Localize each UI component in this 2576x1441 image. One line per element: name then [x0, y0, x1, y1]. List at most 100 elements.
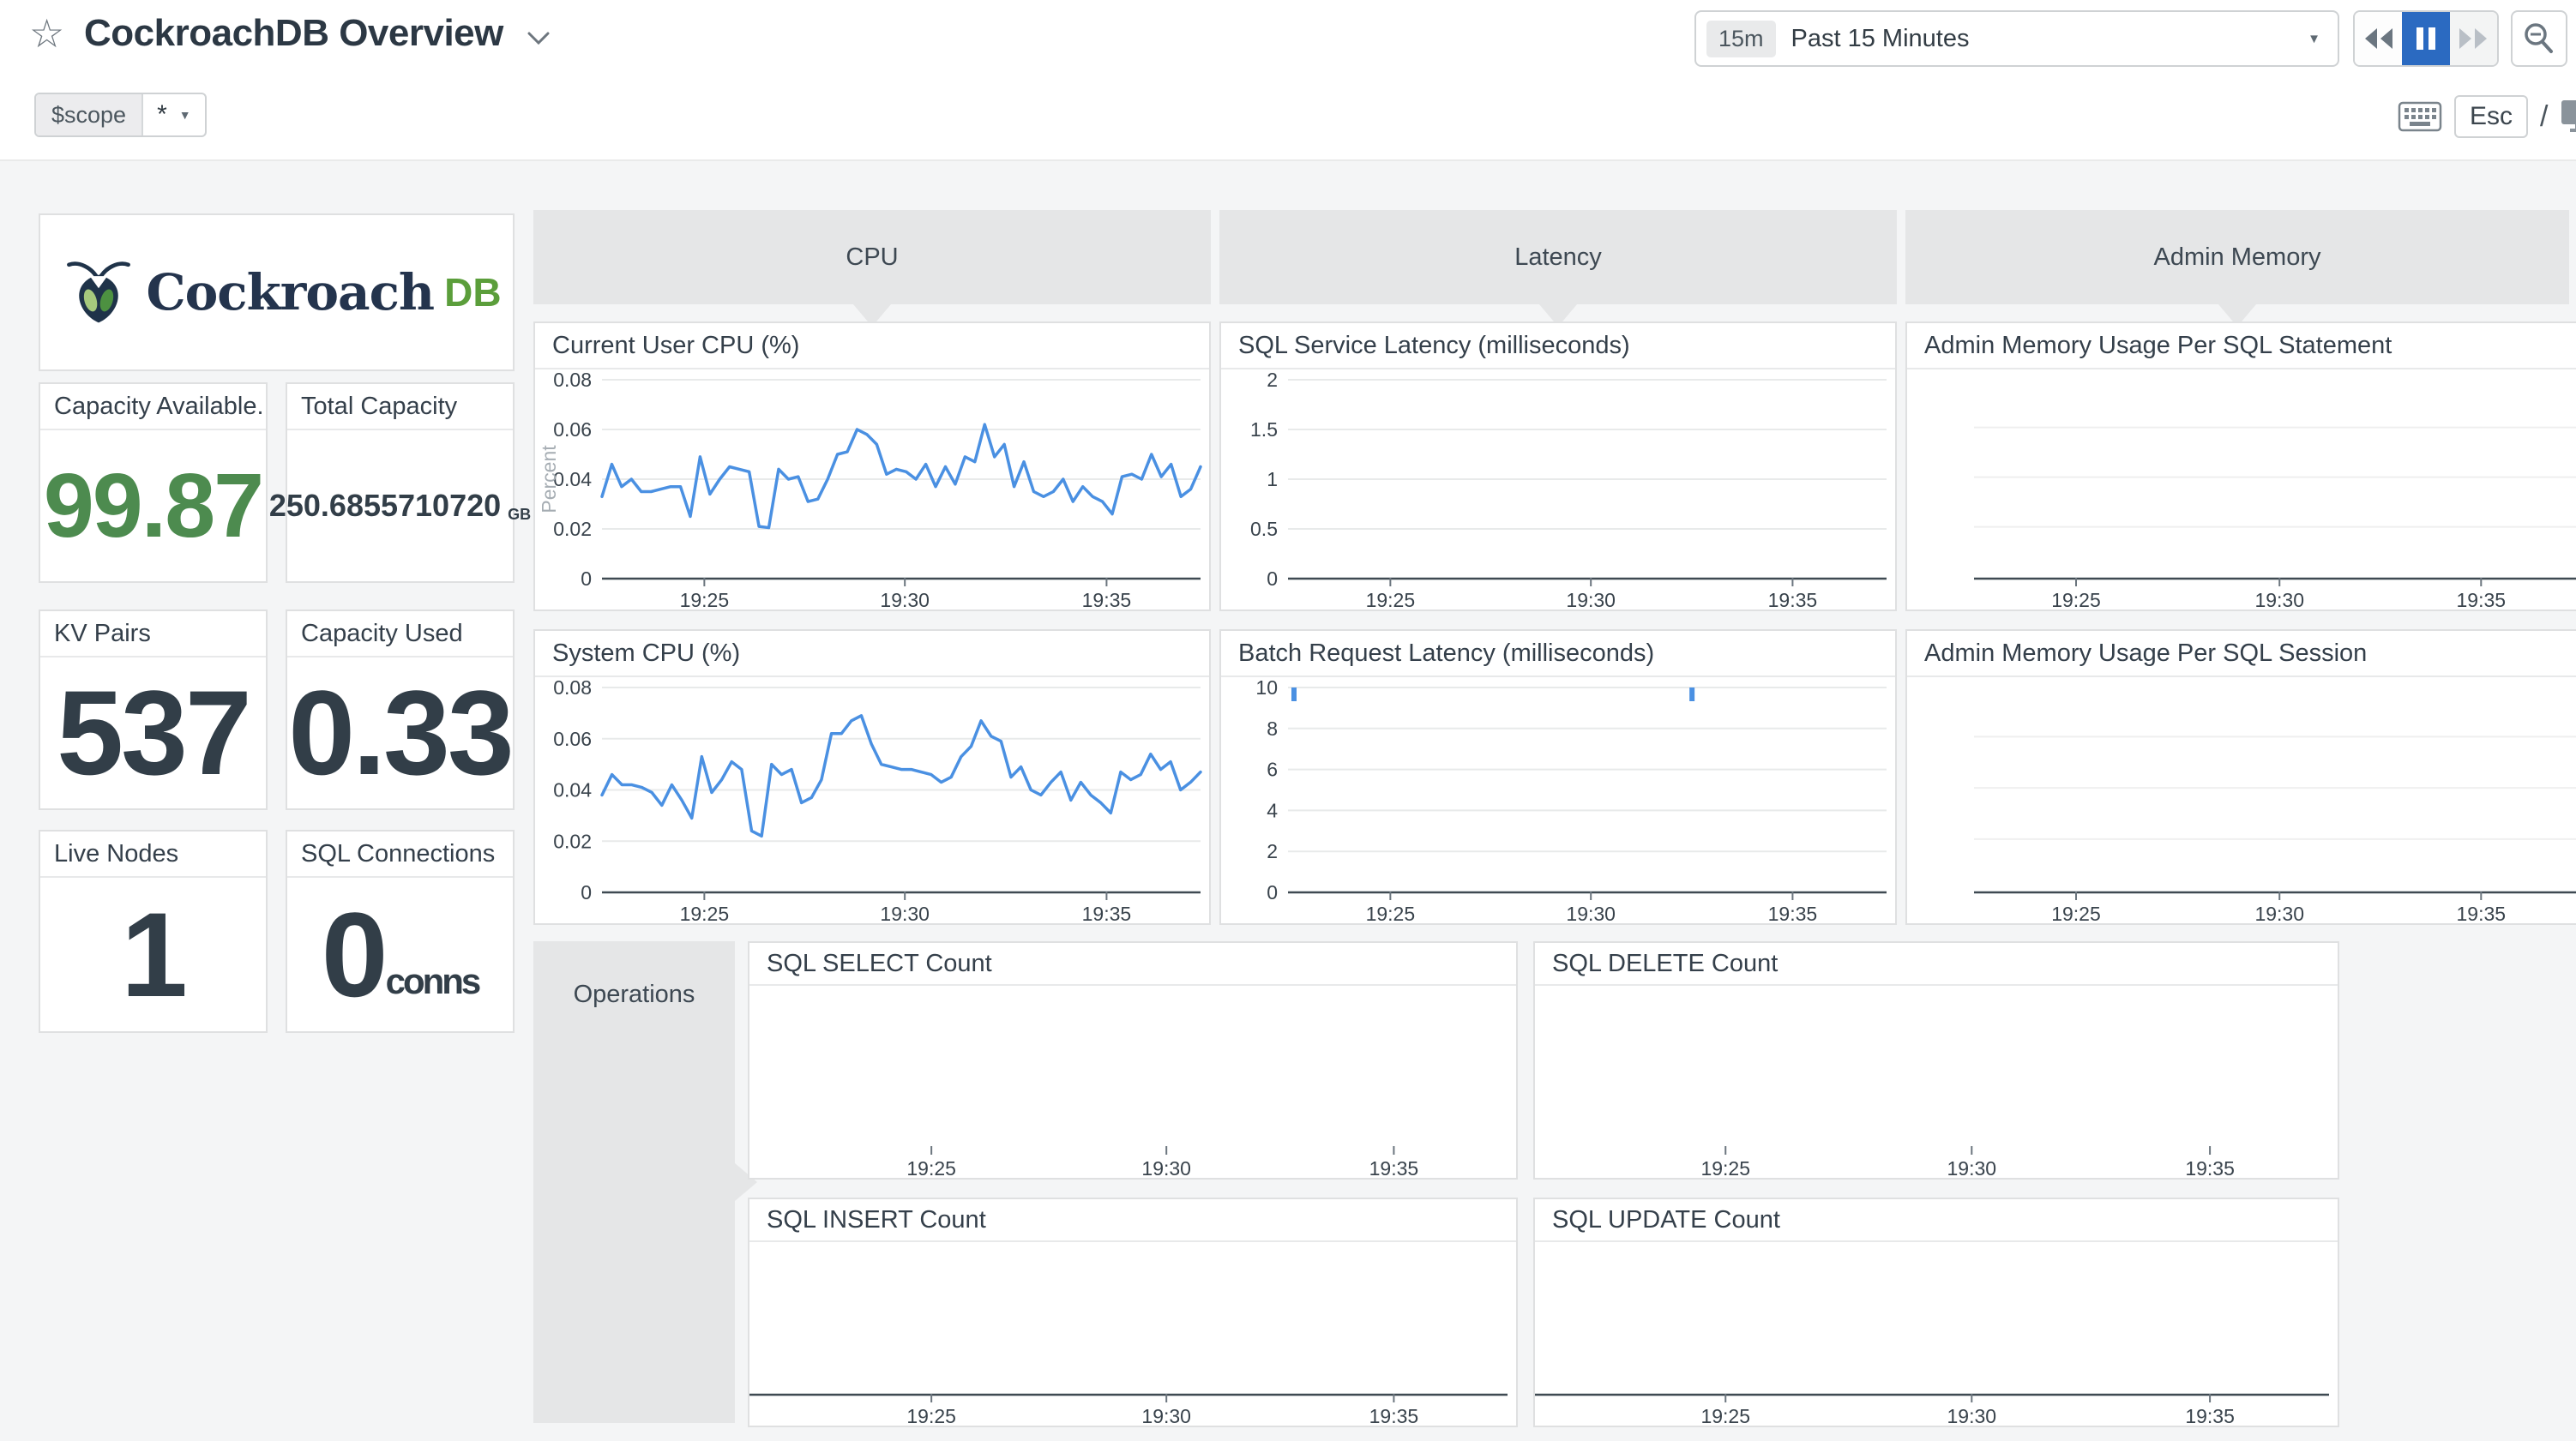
template-variable-caret-icon: ▼ — [179, 108, 191, 122]
svg-text:2: 2 — [1267, 369, 1278, 391]
stat-title: Capacity Available... — [40, 384, 266, 430]
svg-text:0.06: 0.06 — [553, 728, 592, 750]
favorite-star-icon[interactable]: ☆ — [29, 14, 64, 53]
time-range-selector[interactable]: 15m Past 15 Minutes ▼ — [1694, 10, 2339, 67]
stat-title: Total Capacity — [287, 384, 513, 430]
stat-card-sql-connections[interactable]: SQL Connections 0 conns — [286, 830, 515, 1033]
chart-plot-current-user-cpu[interactable]: 00.020.040.060.0819:2519:3019:35Percent — [535, 369, 1209, 609]
group-band-latency[interactable]: Latency — [1219, 210, 1897, 304]
svg-text:0.08: 0.08 — [553, 677, 592, 699]
group-band-operations[interactable]: Operations — [533, 941, 735, 1423]
fast-forward-icon — [2456, 25, 2490, 52]
svg-text:0: 0 — [581, 881, 592, 904]
chart-title: SQL DELETE Count — [1535, 943, 2338, 986]
chart-title: SQL UPDATE Count — [1535, 1199, 2338, 1242]
cockroachdb-logo-card: Cockroach DB — [39, 213, 515, 371]
svg-text:4: 4 — [1267, 799, 1278, 821]
chart-plot-batch-request-latency[interactable]: 024681019:2519:3019:35 — [1221, 677, 1895, 923]
svg-text:0.04: 0.04 — [553, 779, 592, 802]
chart-panel-system-cpu[interactable]: System CPU (%) 00.020.040.060.0819:2519:… — [533, 629, 1211, 925]
chart-panel-admin-memory-per-statement[interactable]: Admin Memory Usage Per SQL Statement 19:… — [1905, 321, 2576, 611]
chart-title: Admin Memory Usage Per SQL Statement — [1907, 323, 2576, 369]
svg-text:19:25: 19:25 — [1700, 1157, 1750, 1178]
rewind-icon — [2362, 25, 2396, 52]
chart-panel-sql-select-count[interactable]: SQL SELECT Count 19:2519:3019:35 — [748, 941, 1518, 1180]
stat-title: KV Pairs — [40, 611, 266, 657]
stat-value-number: 250.6855710720 — [269, 488, 501, 524]
chart-title: System CPU (%) — [535, 631, 1209, 677]
stat-title: Capacity Used — [287, 611, 513, 657]
chart-panel-sql-delete-count[interactable]: SQL DELETE Count 19:2519:3019:35 — [1533, 941, 2339, 1180]
svg-text:1: 1 — [1267, 468, 1278, 490]
time-range-badge: 15m — [1706, 21, 1776, 57]
chart-plot-sql-select-count[interactable]: 19:2519:3019:35 — [749, 986, 1516, 1178]
stat-card-live-nodes[interactable]: Live Nodes 1 — [39, 830, 268, 1033]
chart-plot-admin-memory-per-session[interactable]: 19:2519:3019:35 — [1907, 677, 2576, 923]
svg-text:19:25: 19:25 — [906, 1405, 956, 1426]
svg-text:19:25: 19:25 — [1700, 1405, 1750, 1426]
zoom-out-button[interactable] — [2511, 10, 2567, 67]
chart-plot-sql-update-count[interactable]: 19:2519:3019:35 — [1535, 1242, 2338, 1426]
svg-text:19:25: 19:25 — [680, 903, 730, 923]
svg-text:19:25: 19:25 — [1366, 903, 1416, 923]
fast-forward-button[interactable] — [2450, 12, 2497, 65]
stat-value: 250.6855710720 GB — [287, 430, 513, 581]
svg-text:19:35: 19:35 — [1768, 589, 1818, 609]
svg-text:19:35: 19:35 — [2457, 903, 2507, 923]
svg-text:19:35: 19:35 — [1768, 903, 1818, 923]
svg-text:Percent: Percent — [538, 445, 560, 513]
svg-text:19:35: 19:35 — [1082, 903, 1132, 923]
stat-card-capacity-available[interactable]: Capacity Available... 99.87 — [39, 382, 268, 583]
playback-controls — [2353, 10, 2499, 67]
stat-unit: GB — [508, 506, 531, 524]
stat-card-total-capacity[interactable]: Total Capacity 250.6855710720 GB — [286, 382, 515, 583]
pause-button[interactable] — [2402, 12, 2449, 65]
group-label: CPU — [846, 243, 898, 272]
chart-plot-sql-delete-count[interactable]: 19:2519:3019:35 — [1535, 986, 2338, 1178]
stat-card-capacity-used[interactable]: Capacity Used 0.33 — [286, 609, 515, 810]
rewind-button[interactable] — [2355, 12, 2402, 65]
svg-text:2: 2 — [1267, 840, 1278, 862]
chart-plot-system-cpu[interactable]: 00.020.040.060.0819:2519:3019:35 — [535, 677, 1209, 923]
chart-panel-current-user-cpu[interactable]: Current User CPU (%) 00.020.040.060.0819… — [533, 321, 1211, 611]
svg-text:19:25: 19:25 — [2051, 589, 2101, 609]
template-variable-value[interactable]: * ▼ — [143, 94, 205, 135]
chart-title: Batch Request Latency (milliseconds) — [1221, 631, 1895, 677]
fullscreen-monitor-icon[interactable] — [2560, 99, 2576, 135]
group-band-cpu[interactable]: CPU — [533, 210, 1211, 304]
chart-panel-sql-service-latency[interactable]: SQL Service Latency (milliseconds) 00.51… — [1219, 321, 1897, 611]
svg-text:0.02: 0.02 — [553, 518, 592, 540]
svg-text:19:30: 19:30 — [1947, 1157, 1997, 1178]
svg-text:19:25: 19:25 — [1366, 589, 1416, 609]
stat-value: 537 — [40, 657, 266, 808]
chart-plot-sql-insert-count[interactable]: 19:2519:3019:35 — [749, 1242, 1516, 1426]
pause-icon — [2415, 26, 2437, 51]
stat-value: 99.87 — [40, 430, 266, 581]
keyboard-icon[interactable] — [2398, 100, 2442, 133]
svg-text:0: 0 — [581, 567, 592, 590]
group-label: Admin Memory — [2154, 243, 2321, 272]
svg-text:19:25: 19:25 — [680, 589, 730, 609]
template-variable-scope[interactable]: $scope * ▼ — [34, 93, 207, 137]
dashboard-app: ☆ CockroachDB Overview 15m Past 15 Minut… — [0, 0, 2576, 1441]
stat-value-number: 0 — [322, 886, 386, 1024]
group-band-admin-memory[interactable]: Admin Memory — [1905, 210, 2569, 304]
svg-text:19:30: 19:30 — [1566, 589, 1616, 609]
esc-button[interactable]: Esc — [2454, 95, 2528, 138]
chart-plot-admin-memory-per-statement[interactable]: 19:2519:3019:35 — [1907, 369, 2576, 609]
svg-text:10: 10 — [1255, 677, 1278, 699]
title-chevron-down-icon[interactable] — [527, 31, 551, 51]
chart-plot-sql-service-latency[interactable]: 00.511.5219:2519:3019:35 — [1221, 369, 1895, 609]
svg-text:19:30: 19:30 — [1566, 903, 1616, 923]
svg-text:0: 0 — [1267, 881, 1278, 904]
chart-panel-batch-request-latency[interactable]: Batch Request Latency (milliseconds) 0 2 4… — [1219, 629, 1897, 925]
template-variable-name: $scope — [36, 94, 143, 135]
chart-panel-sql-update-count[interactable]: SQL UPDATE Count 19:2519:3019:35 — [1533, 1198, 2339, 1427]
svg-text:19:25: 19:25 — [2051, 903, 2101, 923]
stat-card-kv-pairs[interactable]: KV Pairs 537 — [39, 609, 268, 810]
svg-text:19:30: 19:30 — [2254, 589, 2304, 609]
chart-title: SQL INSERT Count — [749, 1199, 1516, 1242]
chart-panel-sql-insert-count[interactable]: SQL INSERT Count 19:2519:3019:35 — [748, 1198, 1518, 1427]
time-range-label: Past 15 Minutes — [1791, 25, 1970, 53]
chart-panel-admin-memory-per-session[interactable]: Admin Memory Usage Per SQL Session 19:25… — [1905, 629, 2576, 925]
